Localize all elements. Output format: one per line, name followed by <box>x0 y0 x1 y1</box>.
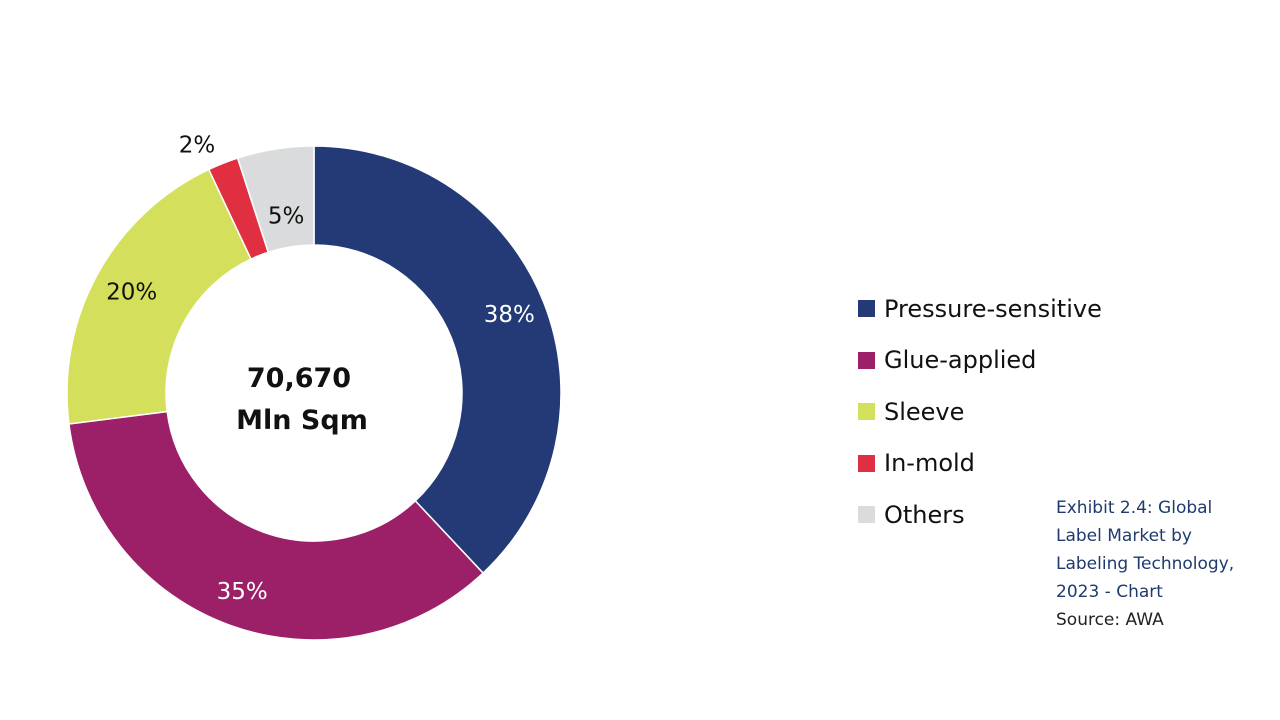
legend-swatch <box>858 403 875 421</box>
data-label-pressure-sensitive: 38% <box>484 302 535 328</box>
data-label-others: 5% <box>268 204 305 230</box>
caption-title-line: Exhibit 2.4: Global <box>1056 498 1213 518</box>
legend: Pressure-sensitive Glue-applied Sleeve I… <box>858 283 1102 541</box>
data-label-sleeve: 20% <box>106 279 157 305</box>
legend-item-others: Others <box>858 489 1102 541</box>
legend-label: In-mold <box>884 449 975 478</box>
legend-item-glue-applied: Glue-applied <box>858 335 1102 387</box>
slice-labels: 38% 35% 20% 2% 5% <box>106 133 535 605</box>
caption-title-line: 2023 - Chart <box>1056 582 1163 602</box>
exhibit-caption: Exhibit 2.4: Global Label Market by Labe… <box>1056 494 1271 634</box>
legend-swatch <box>858 454 875 472</box>
legend-swatch <box>858 351 875 369</box>
legend-item-sleeve: Sleeve <box>858 386 1102 438</box>
data-label-in-mold: 2% <box>179 133 216 159</box>
legend-swatch <box>858 300 875 318</box>
slice-pressure-sensitive <box>313 145 562 575</box>
center-unit: Mln Sqm <box>236 405 368 436</box>
slice-others <box>236 145 315 254</box>
data-label-glue-applied: 35% <box>217 579 268 605</box>
legend-label: Glue-applied <box>884 346 1037 375</box>
donut-slices <box>66 145 562 641</box>
legend-label: Pressure-sensitive <box>884 294 1102 323</box>
legend-swatch <box>858 506 875 524</box>
legend-label: Sleeve <box>884 397 965 426</box>
legend-item-pressure-sensitive: Pressure-sensitive <box>858 283 1102 335</box>
legend-label: Others <box>884 500 965 529</box>
center-value: 70,670 <box>247 363 351 394</box>
caption-title-line: Label Market by <box>1056 526 1192 546</box>
legend-item-in-mold: In-mold <box>858 438 1102 490</box>
slice-sleeve <box>66 168 252 425</box>
caption-source: Source: AWA <box>1056 610 1164 630</box>
caption-title-line: Labeling Technology, <box>1056 554 1235 574</box>
slice-glue-applied <box>68 410 485 641</box>
